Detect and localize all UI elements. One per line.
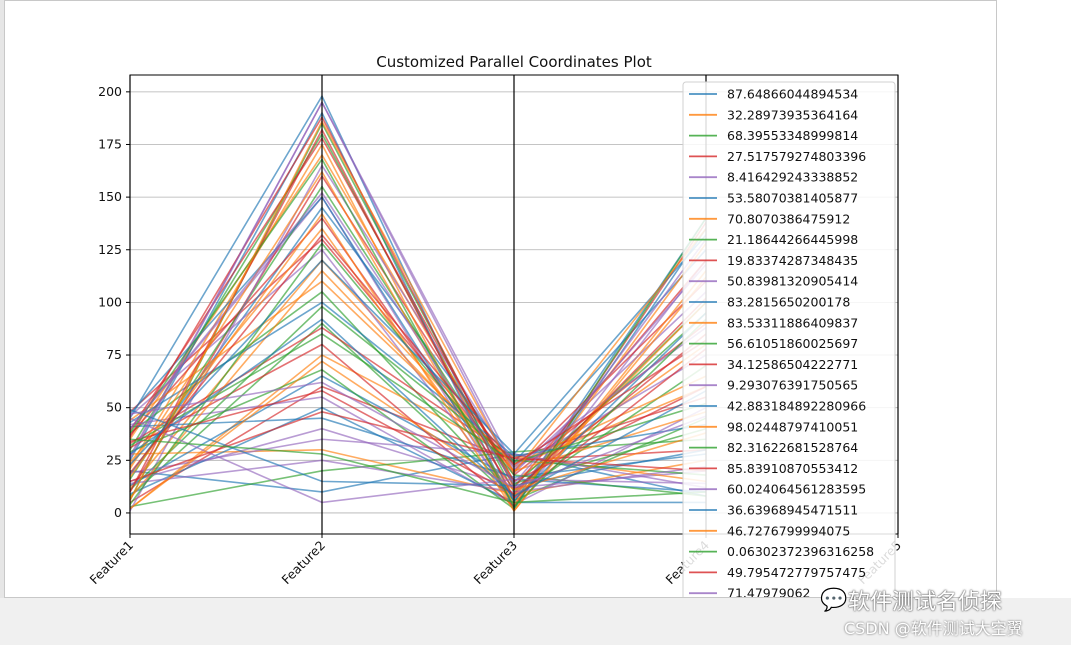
series-line-11 xyxy=(129,354,707,510)
series-line-7 xyxy=(129,322,707,502)
legend: 87.64866044894534 32.28973935364164 68.395… xyxy=(682,81,896,598)
legend-label-0: 87.64866044894534 xyxy=(727,87,858,102)
window-edge xyxy=(0,0,4,598)
series-line-42 xyxy=(129,242,707,505)
parallel-coordinates-chart: 0 25 50 75 100 125 150 175 200 Feature1 Feature2 F… xyxy=(86,53,904,598)
y-tick-label-3: 75 xyxy=(106,347,122,362)
legend-label-13: 34.12586504222771 xyxy=(727,357,858,372)
series-line-55 xyxy=(129,318,707,498)
series-line-39 xyxy=(129,459,707,493)
series-line-49 xyxy=(129,417,707,504)
x-tick-label-0: Feature1 xyxy=(86,538,136,588)
series-line-45 xyxy=(129,409,707,487)
series-line-26 xyxy=(129,280,707,466)
legend-label-8: 19.83374287348435 xyxy=(727,253,858,268)
series-line-52 xyxy=(129,157,707,508)
y-tick-label-2: 50 xyxy=(106,400,122,415)
legend-box xyxy=(682,81,896,597)
series-line-22 xyxy=(129,438,707,508)
y-ticks: 0 25 50 75 100 125 150 175 200 xyxy=(98,84,130,520)
legend-label-19: 60.024064561283595 xyxy=(727,482,866,497)
legend-label-10: 83.2815650200178 xyxy=(727,295,850,310)
series-line-36 xyxy=(129,269,707,499)
legend-label-24: 71.47979062 xyxy=(727,586,811,598)
y-tick-label-7: 175 xyxy=(98,136,122,151)
legend-label-14: 9.293076391750565 xyxy=(727,378,858,393)
legend-label-9: 50.83981320905414 xyxy=(727,274,858,289)
legend-label-12: 56.61051860025697 xyxy=(727,336,858,351)
y-tick-label-5: 125 xyxy=(98,242,122,257)
legend-label-5: 53.58070381405877 xyxy=(727,191,858,206)
series-line-25 xyxy=(129,406,706,504)
figure-window: 0 25 50 75 100 125 150 175 200 Feature1 Feature2 F… xyxy=(4,0,997,598)
series-lines xyxy=(129,94,707,513)
legend-label-18: 85.83910870553412 xyxy=(727,461,858,476)
series-line-59 xyxy=(129,381,707,489)
series-line-3 xyxy=(129,385,707,504)
y-tick-label-1: 25 xyxy=(106,452,122,467)
legend-label-21: 46.7276799994075 xyxy=(727,523,850,538)
legend-label-4: 8.416429243338852 xyxy=(727,170,858,185)
x-tick-label-1: Feature2 xyxy=(278,538,328,588)
legend-label-3: 27.517579274803396 xyxy=(727,149,866,164)
y-tick-label-6: 150 xyxy=(98,189,122,204)
legend-label-6: 70.8070386475912 xyxy=(727,211,850,226)
legend-label-1: 32.28973935364164 xyxy=(727,107,858,122)
legend-label-16: 98.02448797410051 xyxy=(727,419,858,434)
series-line-46 xyxy=(129,212,707,513)
legend-label-2: 68.39553348999814 xyxy=(727,128,858,143)
series-line-27 xyxy=(129,185,707,485)
y-tick-label-4: 100 xyxy=(98,294,122,309)
y-tick-label-0: 0 xyxy=(114,505,122,520)
legend-label-17: 82.31622681528764 xyxy=(727,440,858,455)
legend-label-23: 49.795472779757475 xyxy=(727,565,866,580)
legend-label-22: 0.06302372396316258 xyxy=(727,544,874,559)
series-line-57 xyxy=(129,438,707,504)
legend-label-11: 83.53311886409837 xyxy=(727,315,858,330)
chart-title: Customized Parallel Coordinates Plot xyxy=(376,53,652,71)
series-line-47 xyxy=(129,333,707,464)
series-line-51 xyxy=(129,360,707,510)
legend-label-7: 21.18644266445998 xyxy=(727,232,858,247)
status-bar xyxy=(0,598,1071,645)
series-line-30 xyxy=(129,417,707,478)
series-line-56 xyxy=(129,119,707,501)
series-line-0 xyxy=(129,94,707,505)
page-margin xyxy=(997,0,1071,598)
x-tick-label-2: Feature3 xyxy=(470,538,520,588)
series-line-5 xyxy=(129,453,707,497)
series-line-58 xyxy=(129,233,707,474)
series-line-37 xyxy=(129,217,707,510)
y-tick-label-8: 200 xyxy=(98,84,122,99)
series-line-44 xyxy=(129,100,707,468)
series-line-16 xyxy=(129,448,707,495)
series-line-34 xyxy=(129,438,707,489)
series-line-43 xyxy=(129,297,707,495)
legend-label-20: 36.63968945471511 xyxy=(727,503,858,518)
series-line-38 xyxy=(129,136,707,483)
legend-label-15: 42.883184892280966 xyxy=(727,399,866,414)
series-line-50 xyxy=(129,234,707,466)
